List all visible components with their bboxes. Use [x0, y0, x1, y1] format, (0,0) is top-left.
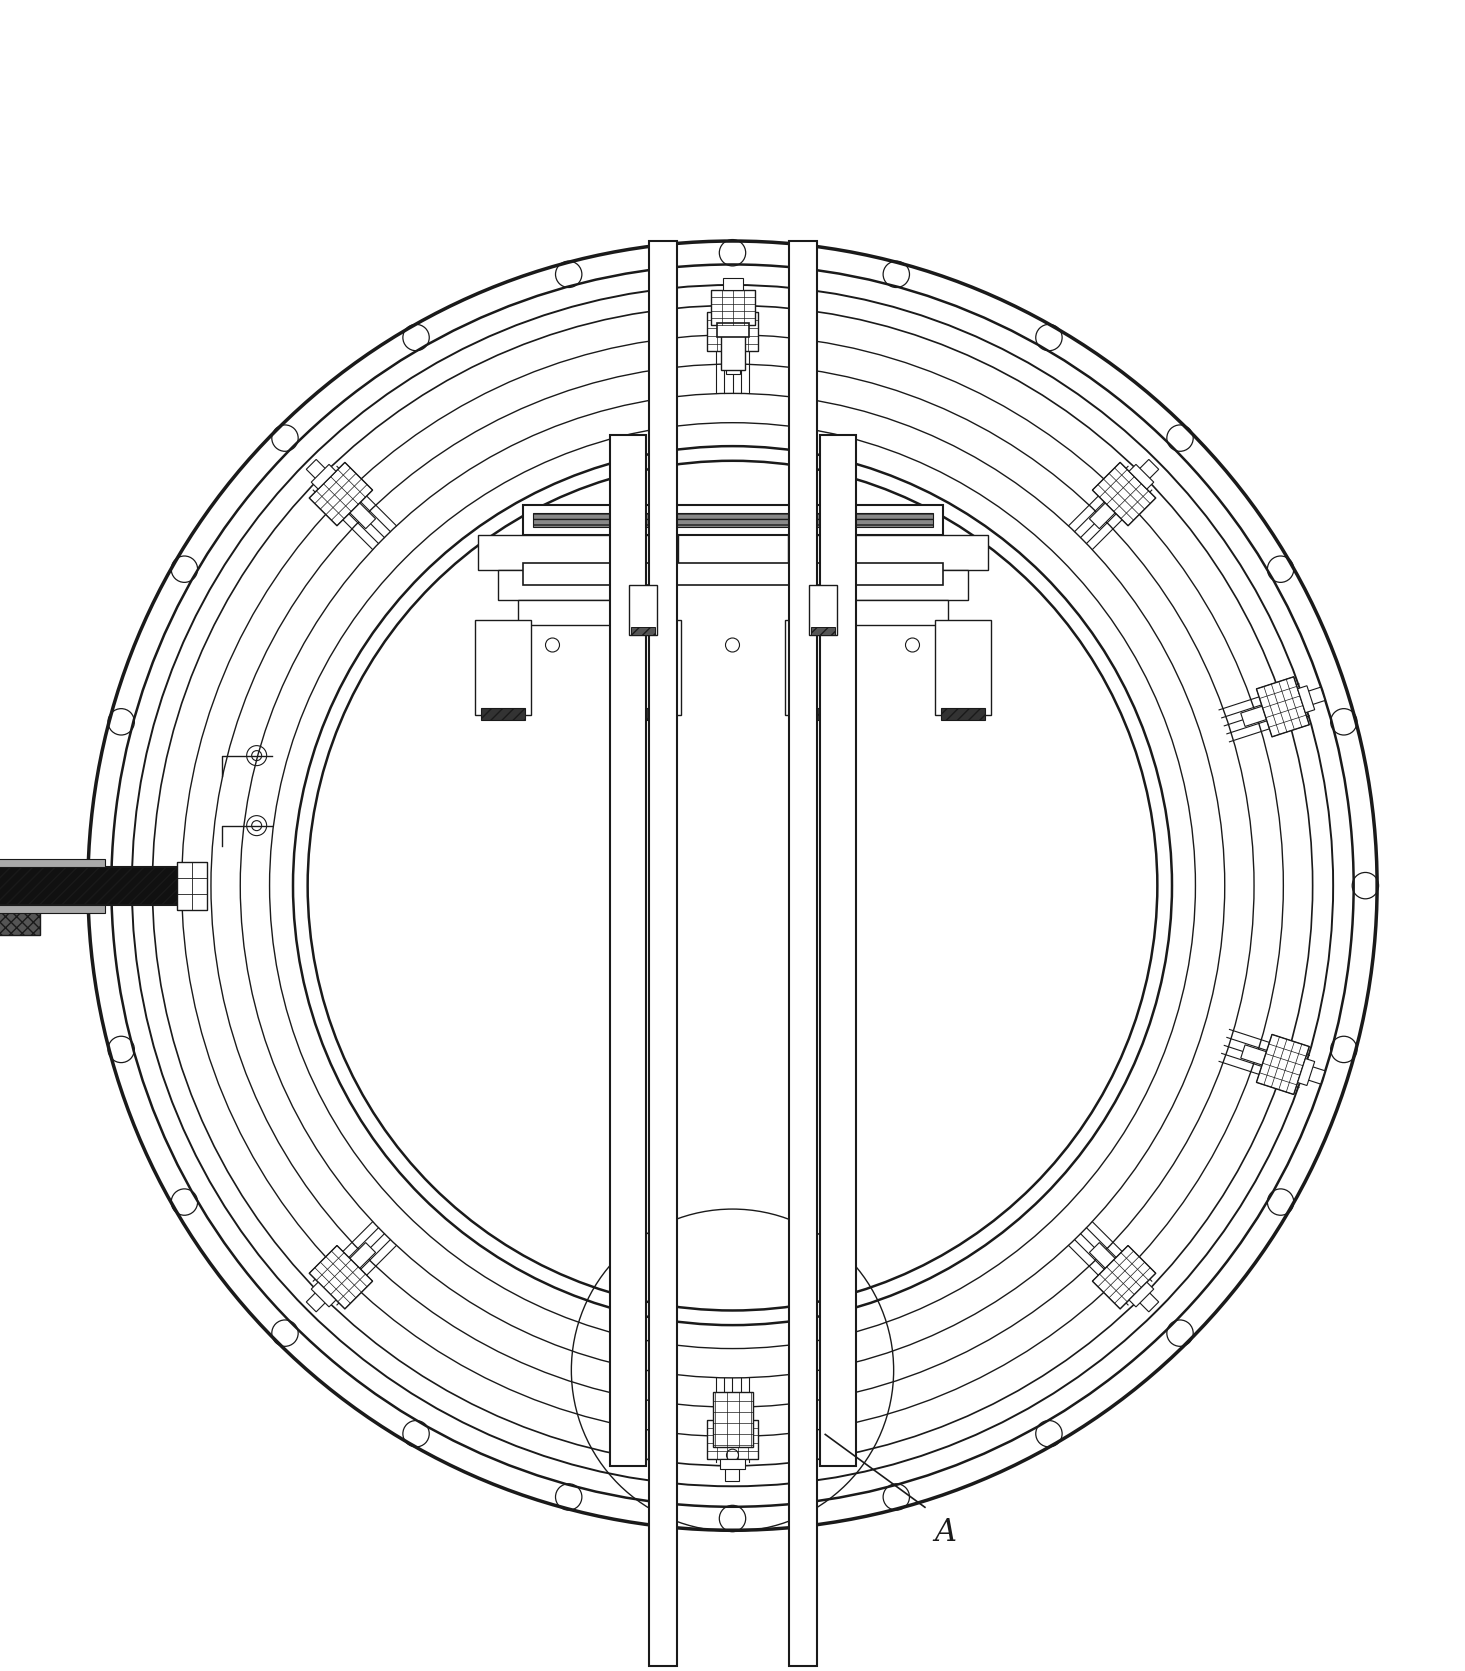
Bar: [788, 535, 987, 570]
Polygon shape: [1090, 460, 1159, 528]
Bar: [481, 709, 524, 720]
Bar: [807, 570, 967, 600]
Bar: [609, 434, 646, 1465]
Polygon shape: [1257, 1034, 1310, 1095]
Bar: [828, 600, 948, 625]
Bar: [630, 709, 674, 720]
Polygon shape: [1241, 1044, 1324, 1084]
Polygon shape: [1130, 465, 1154, 490]
Bar: [935, 620, 990, 715]
Bar: [722, 277, 743, 289]
Polygon shape: [1257, 677, 1310, 737]
Polygon shape: [309, 1245, 372, 1308]
Polygon shape: [1090, 1243, 1159, 1312]
Polygon shape: [306, 460, 375, 528]
Bar: [475, 620, 530, 715]
Bar: [716, 323, 749, 338]
Polygon shape: [1130, 1282, 1154, 1307]
Bar: [784, 620, 841, 715]
Polygon shape: [1093, 463, 1156, 526]
Bar: [523, 563, 942, 585]
Bar: [0, 904, 40, 934]
Polygon shape: [309, 463, 372, 526]
Bar: [628, 585, 656, 635]
Polygon shape: [719, 302, 746, 312]
Bar: [0, 904, 105, 912]
Bar: [0, 867, 202, 904]
Polygon shape: [311, 1282, 335, 1307]
Bar: [649, 241, 677, 1666]
Bar: [523, 505, 942, 535]
Polygon shape: [719, 1459, 746, 1469]
Polygon shape: [1093, 1245, 1156, 1308]
Bar: [624, 620, 681, 715]
Polygon shape: [1241, 687, 1324, 727]
Bar: [809, 585, 837, 635]
Bar: [177, 862, 207, 909]
Bar: [498, 570, 658, 600]
Bar: [532, 513, 933, 526]
Polygon shape: [708, 1420, 757, 1459]
Bar: [819, 434, 856, 1465]
Polygon shape: [1298, 685, 1314, 714]
Text: A: A: [933, 1517, 957, 1547]
Bar: [712, 1392, 753, 1447]
Bar: [810, 627, 835, 635]
Bar: [711, 289, 754, 324]
Polygon shape: [311, 465, 335, 490]
Bar: [791, 709, 835, 720]
Polygon shape: [725, 1397, 740, 1482]
Polygon shape: [306, 1243, 375, 1312]
Polygon shape: [725, 289, 740, 374]
Bar: [630, 627, 655, 635]
Bar: [478, 535, 677, 570]
Bar: [941, 709, 984, 720]
Polygon shape: [1298, 1058, 1314, 1086]
Bar: [0, 859, 105, 867]
Polygon shape: [708, 312, 757, 351]
Bar: [517, 600, 637, 625]
Bar: [721, 299, 744, 369]
Bar: [788, 241, 816, 1666]
